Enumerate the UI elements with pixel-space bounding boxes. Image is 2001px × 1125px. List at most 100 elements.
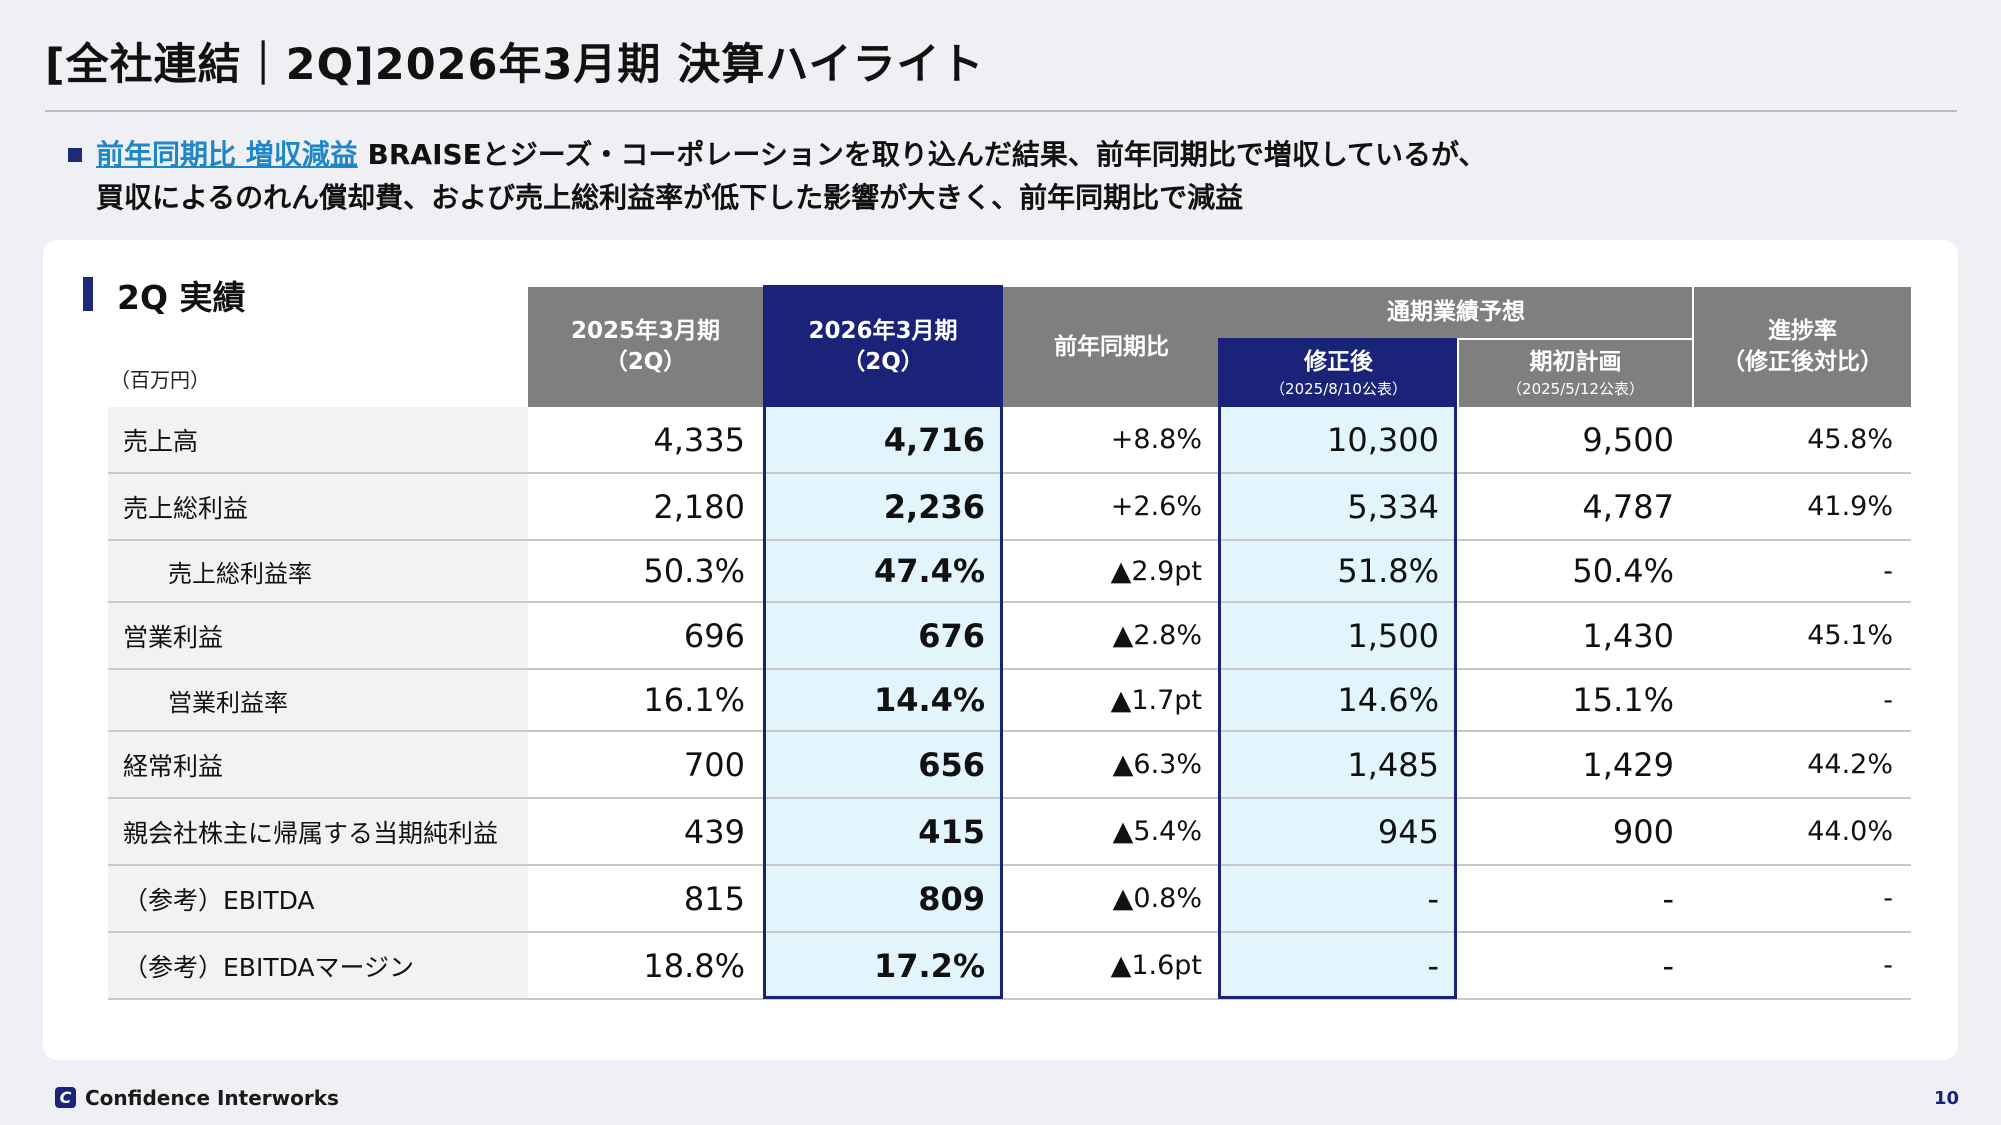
cell-initial: - — [1662, 879, 1674, 918]
header-prev-line2: （2Q） — [604, 349, 687, 375]
cell-prev: 696 — [683, 616, 745, 655]
cell-yoy: ▲6.3% — [1112, 749, 1202, 780]
cell-progress: 45.1% — [1807, 620, 1893, 651]
row-label: 売上総利益 — [108, 474, 528, 539]
cell-curr: 4,716 — [763, 407, 1003, 472]
cell-prev: 18.8% — [643, 946, 745, 985]
cell-prev: 16.1% — [643, 681, 745, 719]
cell-prev: 815 — [683, 879, 745, 918]
cell-revised: 945 — [1220, 799, 1457, 864]
cell-revised: 14.6% — [1220, 670, 1457, 730]
table-row: 親会社株主に帰属する当期純利益 439 415 ▲5.4% 945 900 44.0% — [108, 799, 1911, 866]
cell-progress: - — [1883, 883, 1893, 914]
row-label: （参考）EBITDAマージン — [108, 933, 528, 998]
cell-prev: 2,180 — [653, 487, 745, 526]
cell-progress: 44.0% — [1807, 816, 1893, 847]
cell-prev: 700 — [683, 745, 745, 784]
cell-revised: 1,485 — [1220, 732, 1457, 797]
cell-progress: - — [1883, 950, 1893, 981]
cell-revised: 1,500 — [1220, 603, 1457, 668]
bullet-square-icon — [68, 148, 82, 162]
lead-text: 前年同期比 増収減益 BRAISEとジーズ・コーポレーションを取り込んだ結果、前… — [96, 133, 1916, 219]
page-title: [全社連結｜2Q]2026年3月期 決算ハイライト — [45, 40, 985, 90]
cell-yoy: ▲5.4% — [1112, 816, 1202, 847]
table-row: 営業利益 696 676 ▲2.8% 1,500 1,430 45.1% — [108, 603, 1911, 670]
cell-revised: 10,300 — [1220, 407, 1457, 472]
cell-curr: 2,236 — [763, 474, 1003, 539]
cell-prev: 4,335 — [653, 420, 745, 459]
cell-initial: 1,429 — [1582, 745, 1674, 784]
company-logo-icon: C — [55, 1087, 76, 1108]
table-row: （参考）EBITDAマージン 18.8% 17.2% ▲1.6pt - - - — [108, 933, 1911, 1000]
row-label: 親会社株主に帰属する当期純利益 — [108, 799, 528, 864]
cell-yoy: ▲2.8% — [1112, 620, 1202, 651]
unit-label: （百万円） — [110, 368, 210, 392]
cell-initial: 1,430 — [1582, 616, 1674, 655]
lead-line1: BRAISEとジーズ・コーポレーションを取り込んだ結果、前年同期比で増収している… — [357, 138, 1487, 171]
cell-initial: 50.4% — [1572, 552, 1674, 590]
row-label: 売上高 — [108, 407, 528, 472]
company-name: Confidence Interworks — [85, 1086, 339, 1110]
cell-revised: - — [1220, 866, 1457, 931]
header-forecast-group: 通期業績予想 — [1220, 287, 1692, 340]
cell-curr: 14.4% — [763, 670, 1003, 730]
title-divider — [45, 110, 1957, 112]
section-marker — [83, 277, 93, 311]
cell-curr: 809 — [763, 866, 1003, 931]
header-yoy-label: 前年同期比 — [1054, 333, 1169, 360]
header-prev-line1: 2025年3月期 — [570, 318, 721, 344]
cell-initial: 900 — [1612, 812, 1674, 851]
cell-initial: 15.1% — [1572, 681, 1674, 719]
header-progress-line1: 進捗率 — [1768, 318, 1837, 344]
table-row: （参考）EBITDA 815 809 ▲0.8% - - - — [108, 866, 1911, 933]
header-initial-line1: 期初計画 — [1529, 349, 1622, 375]
row-label: 売上総利益率 — [108, 541, 528, 601]
section-title: 2Q 実績 — [117, 278, 246, 317]
header-current-period: 2026年3月期 （2Q） — [763, 287, 1003, 407]
cell-curr: 47.4% — [763, 541, 1003, 601]
cell-yoy: ▲1.6pt — [1110, 950, 1202, 981]
cell-curr: 656 — [763, 732, 1003, 797]
header-progress: 進捗率 （修正後対比） — [1692, 287, 1911, 407]
cell-revised: 51.8% — [1220, 541, 1457, 601]
cell-initial: 4,787 — [1582, 487, 1674, 526]
lead-line2: 買収によるのれん償却費、および売上総利益率が低下した影響が大きく、前年同期比で減… — [96, 181, 1244, 214]
cell-revised: 5,334 — [1220, 474, 1457, 539]
header-curr-line2: （2Q） — [842, 349, 924, 375]
table-row: 売上高 4,335 4,716 +8.8% 10,300 9,500 45.8% — [108, 407, 1911, 474]
table-row: 売上総利益 2,180 2,236 +2.6% 5,334 4,787 41.9% — [108, 474, 1911, 541]
cell-progress: - — [1883, 555, 1893, 587]
header-revised-line1: 修正後 — [1304, 349, 1373, 375]
cell-curr: 676 — [763, 603, 1003, 668]
row-label: 営業利益 — [108, 603, 528, 668]
header-yoy: 前年同期比 — [1003, 287, 1220, 407]
cell-prev: 439 — [683, 812, 745, 851]
table-row: 経常利益 700 656 ▲6.3% 1,485 1,429 44.2% — [108, 732, 1911, 799]
header-forecast-label: 通期業績予想 — [1387, 299, 1525, 325]
cell-yoy: +8.8% — [1110, 424, 1202, 455]
cell-revised: - — [1220, 933, 1457, 998]
cell-progress: 44.2% — [1807, 749, 1893, 780]
header-initial: 期初計画 （2025/5/12公表） — [1457, 340, 1692, 407]
cell-progress: 45.8% — [1807, 424, 1893, 455]
row-label: （参考）EBITDA — [108, 866, 528, 931]
header-prev-period: 2025年3月期 （2Q） — [528, 287, 763, 407]
cell-curr: 17.2% — [763, 933, 1003, 998]
header-initial-line2: （2025/5/12公表） — [1507, 380, 1644, 398]
header-revised: 修正後 （2025/8/10公表） — [1220, 340, 1457, 407]
header-revised-line2: （2025/8/10公表） — [1270, 380, 1407, 398]
table-row: 営業利益率 16.1% 14.4% ▲1.7pt 14.6% 15.1% - — [108, 670, 1911, 732]
cell-prev: 50.3% — [643, 552, 745, 590]
cell-progress: - — [1883, 684, 1893, 716]
cell-yoy: ▲2.9pt — [1110, 555, 1202, 587]
header-progress-line2: （修正後対比） — [1722, 349, 1883, 375]
cell-progress: 41.9% — [1807, 491, 1893, 522]
cell-curr: 415 — [763, 799, 1003, 864]
cell-yoy: ▲0.8% — [1112, 883, 1202, 914]
table-row: 売上総利益率 50.3% 47.4% ▲2.9pt 51.8% 50.4% - — [108, 541, 1911, 603]
cell-initial: - — [1662, 946, 1674, 985]
lead-highlight: 前年同期比 増収減益 — [96, 138, 358, 171]
page-number: 10 — [1933, 1088, 1959, 1109]
cell-yoy: ▲1.7pt — [1110, 684, 1202, 716]
header-curr-line1: 2026年3月期 — [808, 318, 958, 344]
